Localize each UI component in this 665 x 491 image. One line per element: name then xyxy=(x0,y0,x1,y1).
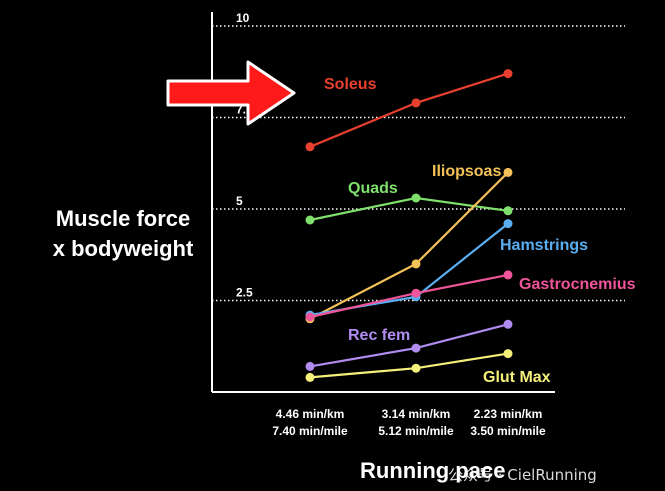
data-point-rec-fem xyxy=(305,361,315,371)
y-tick-label: 2.5 xyxy=(236,286,253,300)
y-axis-label: Muscle force x bodyweight xyxy=(38,204,208,264)
watermark: 公众号 · CielRunning xyxy=(448,466,597,484)
data-point-gastrocnemius xyxy=(411,288,421,298)
annotation-arrow-icon xyxy=(166,60,296,126)
data-point-rec-fem xyxy=(411,343,421,353)
data-point-hamstrings xyxy=(503,219,513,229)
y-axis-label-line-1: Muscle force xyxy=(55,206,191,231)
data-point-quads xyxy=(411,193,421,203)
series-label-glut-max: Glut Max xyxy=(483,369,551,386)
x-tick-label: 5.12 min/mile xyxy=(378,424,454,438)
data-point-soleus xyxy=(411,98,421,108)
x-axis-label: Running pace xyxy=(360,458,506,483)
data-point-rec-fem xyxy=(503,319,513,329)
series-label-iliopsoas: Iliopsoas xyxy=(432,163,501,180)
data-point-glut-max xyxy=(305,372,315,382)
data-point-gastrocnemius xyxy=(503,270,513,280)
series-label-quads: Quads xyxy=(348,180,398,197)
series-line-gastrocnemius xyxy=(309,273,509,319)
data-point-soleus xyxy=(503,69,513,79)
data-point-quads xyxy=(305,215,315,225)
x-tick-label: 3.50 min/mile xyxy=(470,424,546,438)
data-point-iliopsoas xyxy=(503,167,513,177)
series-label-gastrocnemius: Gastrocnemius xyxy=(519,276,636,293)
series-line-hamstrings xyxy=(309,222,509,317)
x-tick-label: 7.40 min/mile xyxy=(272,424,348,438)
x-tick-label: 2.23 min/km xyxy=(474,407,543,421)
data-point-glut-max xyxy=(503,349,513,359)
y-tick-label: 5 xyxy=(236,194,243,208)
data-point-gastrocnemius xyxy=(305,312,315,322)
series-label-hamstrings: Hamstrings xyxy=(500,237,588,254)
data-point-soleus xyxy=(305,142,315,152)
y-tick-label: 10 xyxy=(236,11,250,25)
y-axis-label-line-2: x bodyweight xyxy=(52,236,194,261)
data-point-glut-max xyxy=(411,363,421,373)
data-point-quads xyxy=(503,206,513,216)
series-label-rec-fem: Rec fem xyxy=(348,327,410,344)
x-tick-label: 3.14 min/km xyxy=(382,407,451,421)
series-line-glut-max xyxy=(309,352,509,379)
data-point-iliopsoas xyxy=(411,259,421,269)
series-label-soleus: Soleus xyxy=(324,76,377,93)
x-tick-label: 4.46 min/km xyxy=(276,407,345,421)
series-line-iliopsoas xyxy=(309,171,509,320)
